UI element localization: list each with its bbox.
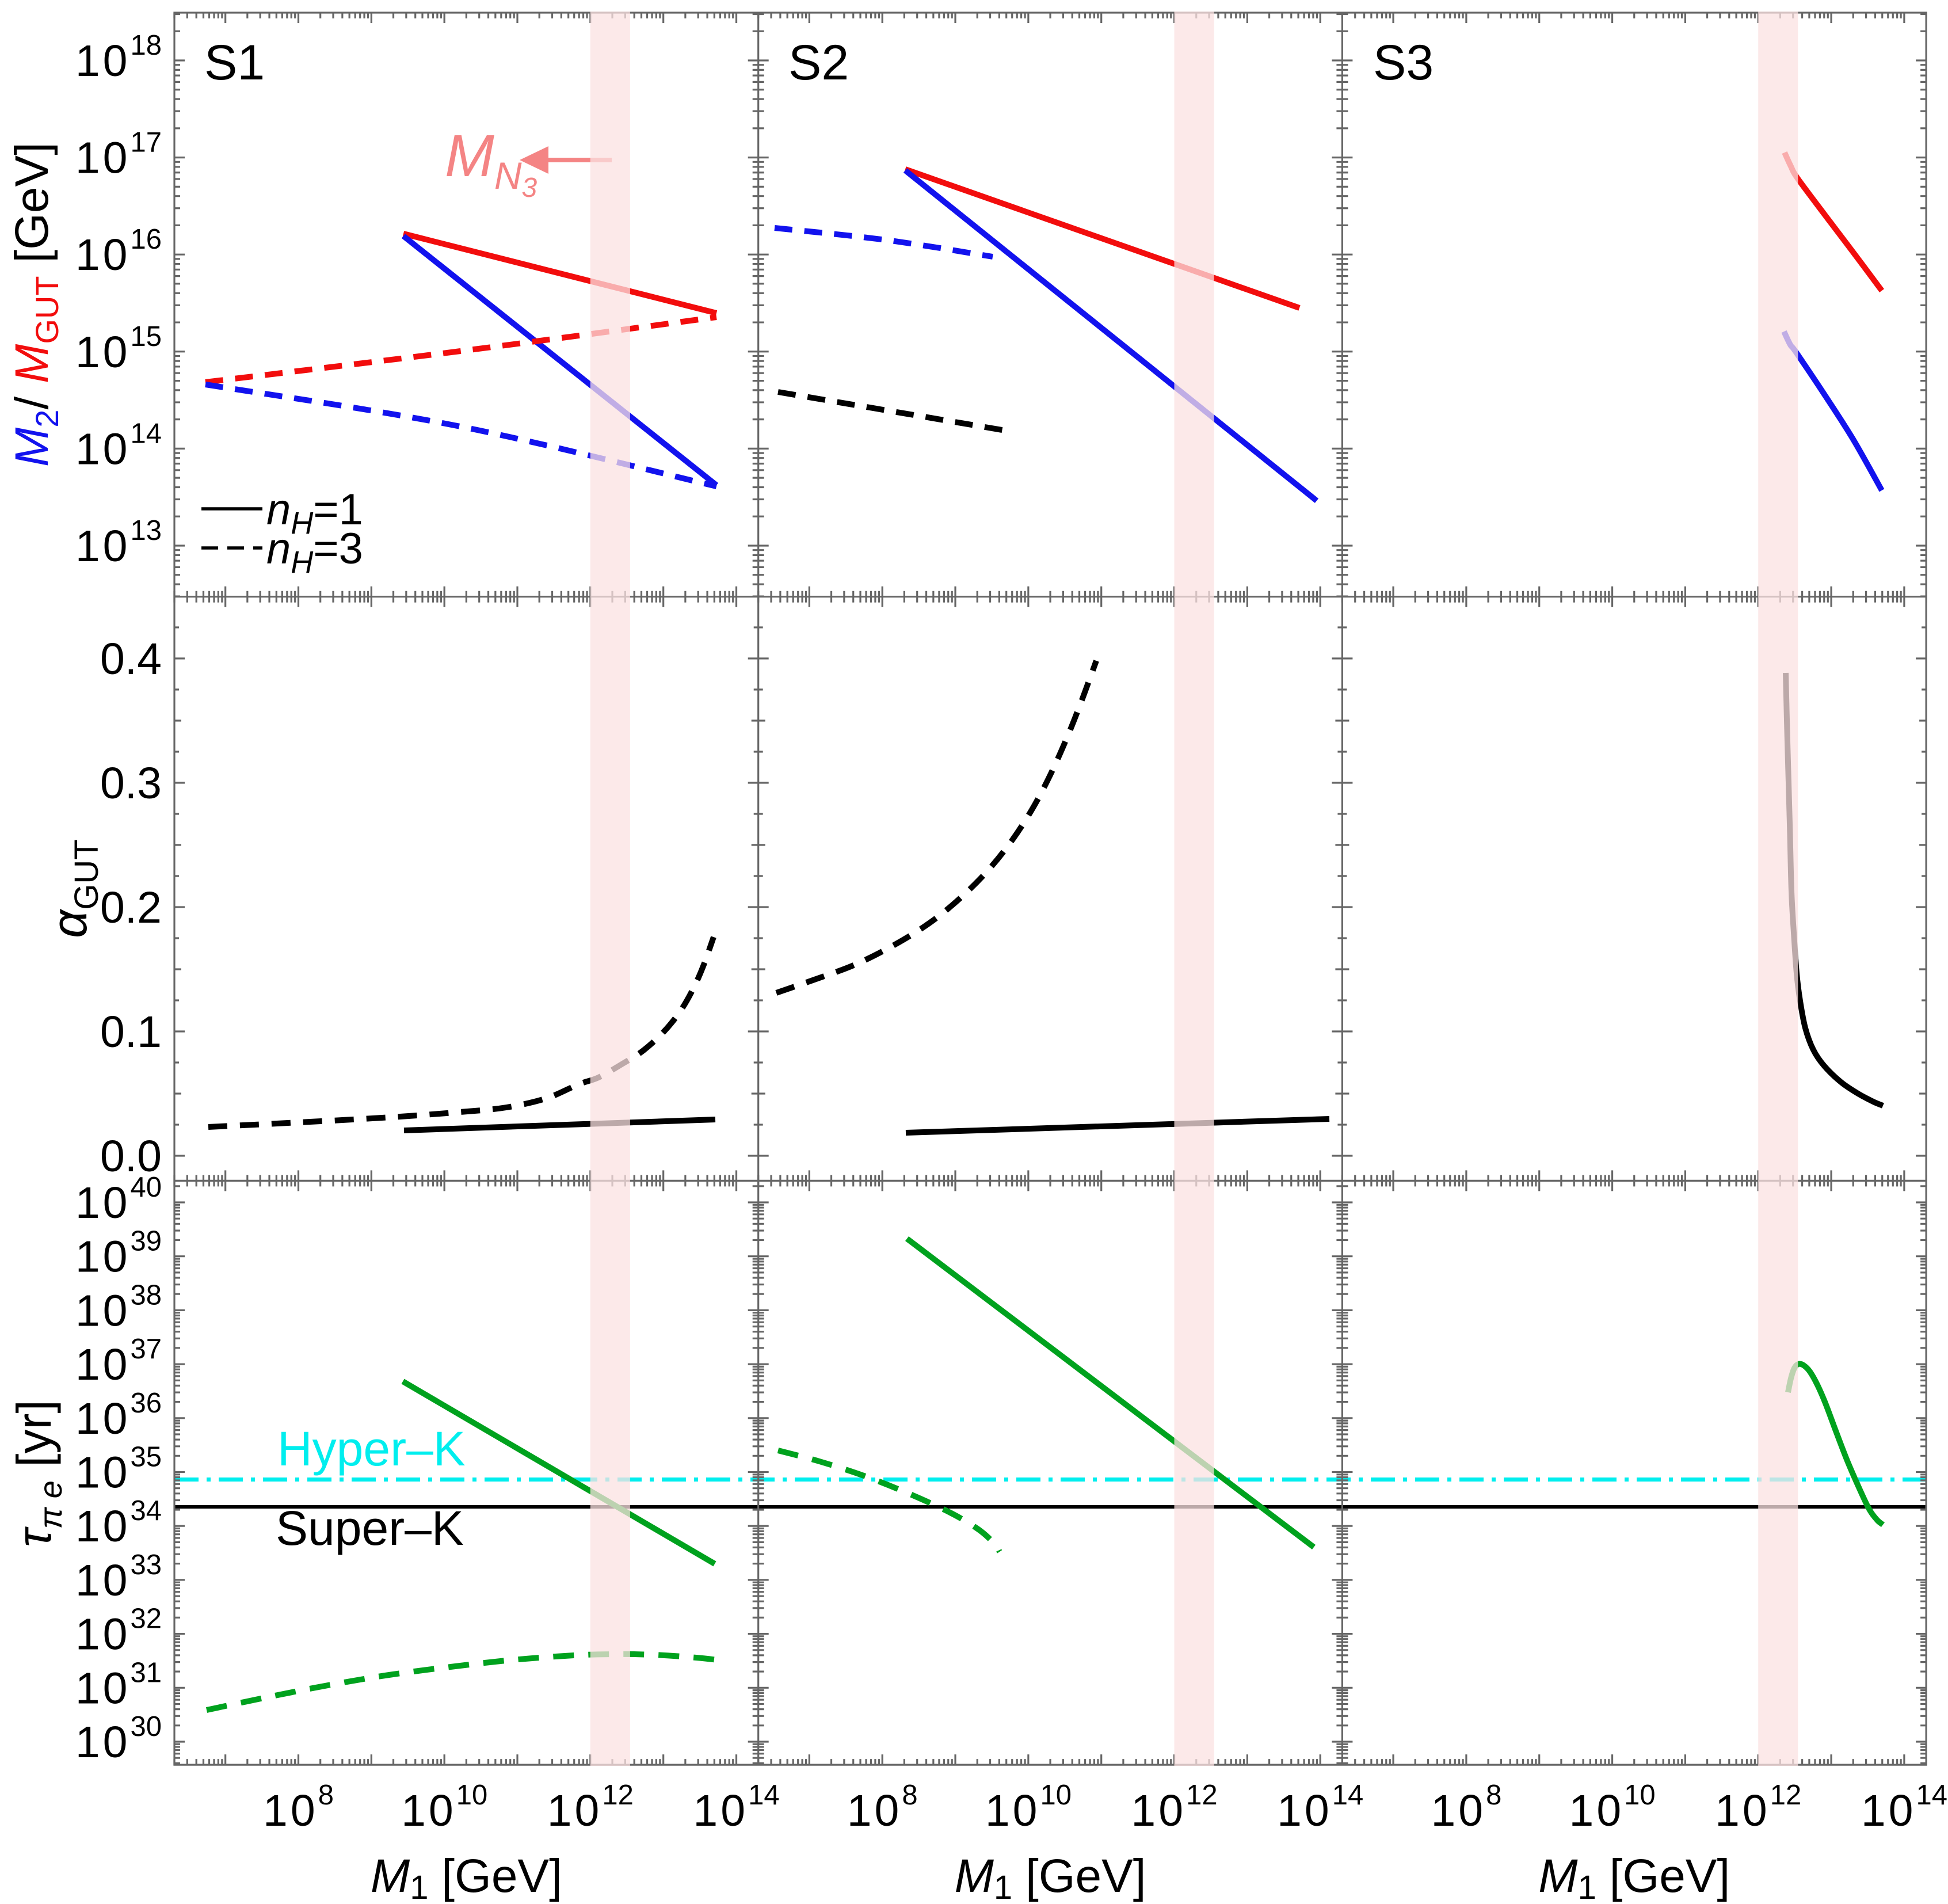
- svg-text:αGUT: αGUT: [42, 839, 105, 938]
- svg-text:1013: 1013: [75, 515, 162, 571]
- svg-text:0.0: 0.0: [100, 1132, 162, 1181]
- svg-text:1010: 1010: [401, 1780, 487, 1836]
- svg-text:108: 108: [847, 1780, 918, 1836]
- svg-text:1036: 1036: [75, 1388, 162, 1444]
- svg-text:S2: S2: [788, 35, 849, 90]
- svg-text:0.2: 0.2: [100, 883, 162, 932]
- svg-text:1040: 1040: [75, 1172, 162, 1228]
- svg-text:Hyper–K: Hyper–K: [277, 1422, 466, 1476]
- svg-text:1015: 1015: [75, 321, 162, 377]
- svg-text:M1 [GeV]: M1 [GeV]: [371, 1850, 562, 1904]
- svg-text:1014: 1014: [1277, 1780, 1363, 1836]
- svg-text:108: 108: [1431, 1780, 1501, 1836]
- svg-text:1014: 1014: [693, 1780, 779, 1836]
- svg-text:0.1: 0.1: [100, 1007, 162, 1057]
- svg-text:S3: S3: [1373, 35, 1434, 90]
- svg-text:1016: 1016: [75, 224, 162, 280]
- svg-text:M1 [GeV]: M1 [GeV]: [955, 1850, 1146, 1904]
- svg-text:1032: 1032: [75, 1604, 162, 1659]
- svg-text:1033: 1033: [75, 1549, 162, 1605]
- svg-text:1014: 1014: [75, 418, 162, 474]
- svg-text:S1: S1: [204, 35, 265, 90]
- svg-text:τπ e [yr]: τπ e [yr]: [7, 1400, 68, 1547]
- svg-text:Super–K: Super–K: [276, 1501, 464, 1555]
- svg-text:1017: 1017: [75, 127, 162, 183]
- svg-text:1039: 1039: [75, 1226, 162, 1282]
- svg-text:1014: 1014: [1861, 1780, 1947, 1836]
- svg-text:1010: 1010: [985, 1780, 1072, 1836]
- svg-text:108: 108: [263, 1780, 334, 1836]
- svg-text:1012: 1012: [547, 1780, 634, 1836]
- svg-text:nH=3: nH=3: [266, 524, 363, 580]
- svg-text:1012: 1012: [1715, 1780, 1801, 1836]
- svg-text:1037: 1037: [75, 1334, 162, 1389]
- svg-text:M1 [GeV]: M1 [GeV]: [1538, 1850, 1730, 1904]
- svg-text:1035: 1035: [75, 1442, 162, 1498]
- svg-text:nH=1: nH=1: [266, 485, 363, 540]
- svg-text:M2/ MGUT [GeV]: M2/ MGUT [GeV]: [6, 142, 65, 467]
- svg-text:0.4: 0.4: [100, 634, 162, 684]
- svg-text:1010: 1010: [1569, 1780, 1656, 1836]
- svg-text:0.3: 0.3: [100, 759, 162, 808]
- svg-text:1038: 1038: [75, 1280, 162, 1335]
- svg-text:1034: 1034: [75, 1495, 162, 1551]
- svg-text:1030: 1030: [75, 1711, 162, 1767]
- svg-text:1018: 1018: [75, 30, 162, 86]
- svg-text:1012: 1012: [1131, 1780, 1217, 1836]
- svg-text:1031: 1031: [75, 1657, 162, 1713]
